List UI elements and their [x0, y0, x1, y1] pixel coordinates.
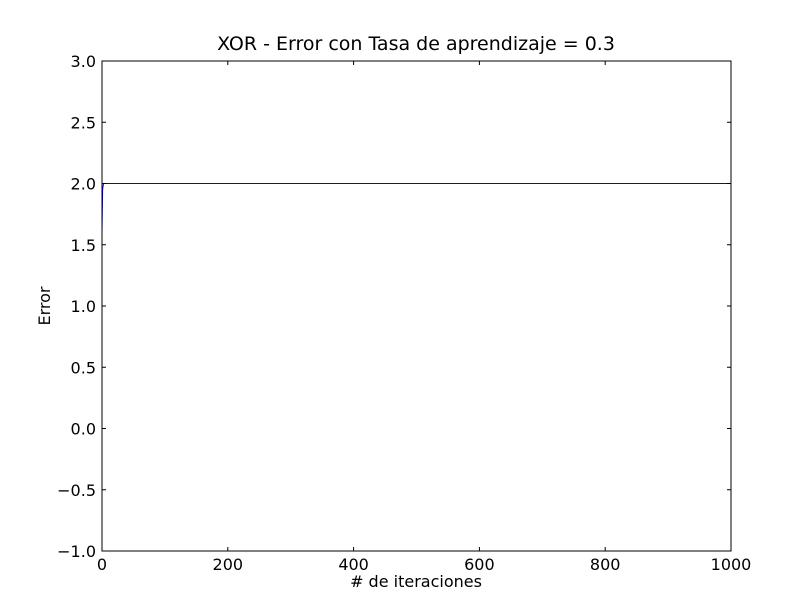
chart-title: XOR - Error con Tasa de aprendizaje = 0.… [217, 33, 615, 55]
plot-area [102, 61, 731, 551]
x-tick-label: 800 [590, 555, 621, 574]
x-axis-label: # de iteraciones [350, 572, 482, 591]
y-tick-label: 2.0 [71, 175, 96, 194]
y-tick-label: −0.5 [57, 481, 96, 500]
x-tick-label: 600 [464, 555, 495, 574]
y-tick-label: 0.0 [71, 420, 96, 439]
y-tick-label: 2.5 [71, 113, 96, 132]
plot-frame [101, 60, 732, 552]
y-tick-label: 1.5 [71, 236, 96, 255]
y-tick-label: 0.5 [71, 358, 96, 377]
y-axis-label: Error [35, 286, 54, 325]
y-tick-label: 3.0 [71, 52, 96, 71]
x-tick-label: 0 [97, 555, 107, 574]
ticks-layer: 0 200 400 600 800 1000 −1.0 −0.5 0.0 0.5 1.0 1.5 2.0… [57, 52, 751, 574]
x-tick-label: 1000 [711, 555, 752, 574]
x-tick-label: 400 [338, 555, 369, 574]
y-tick-label: −1.0 [57, 542, 96, 561]
y-tick-label: 1.0 [71, 297, 96, 316]
x-tick-label: 200 [213, 555, 244, 574]
